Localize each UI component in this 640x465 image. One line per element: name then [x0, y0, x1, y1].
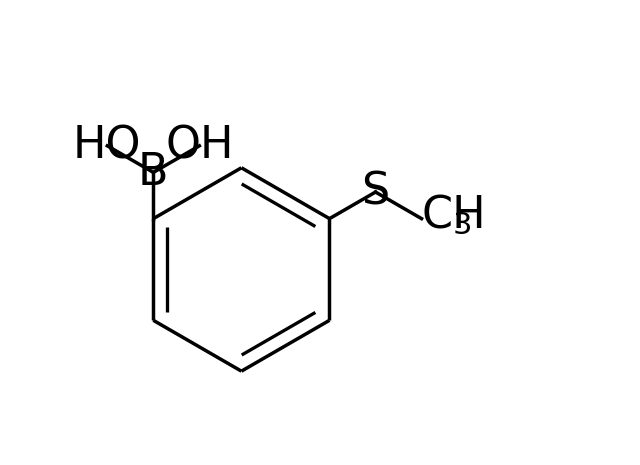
Text: HO: HO	[73, 124, 141, 167]
Text: CH: CH	[422, 195, 486, 238]
Text: B: B	[138, 151, 168, 194]
Text: S: S	[362, 171, 390, 213]
Text: OH: OH	[165, 124, 234, 167]
Text: 3: 3	[453, 211, 472, 240]
